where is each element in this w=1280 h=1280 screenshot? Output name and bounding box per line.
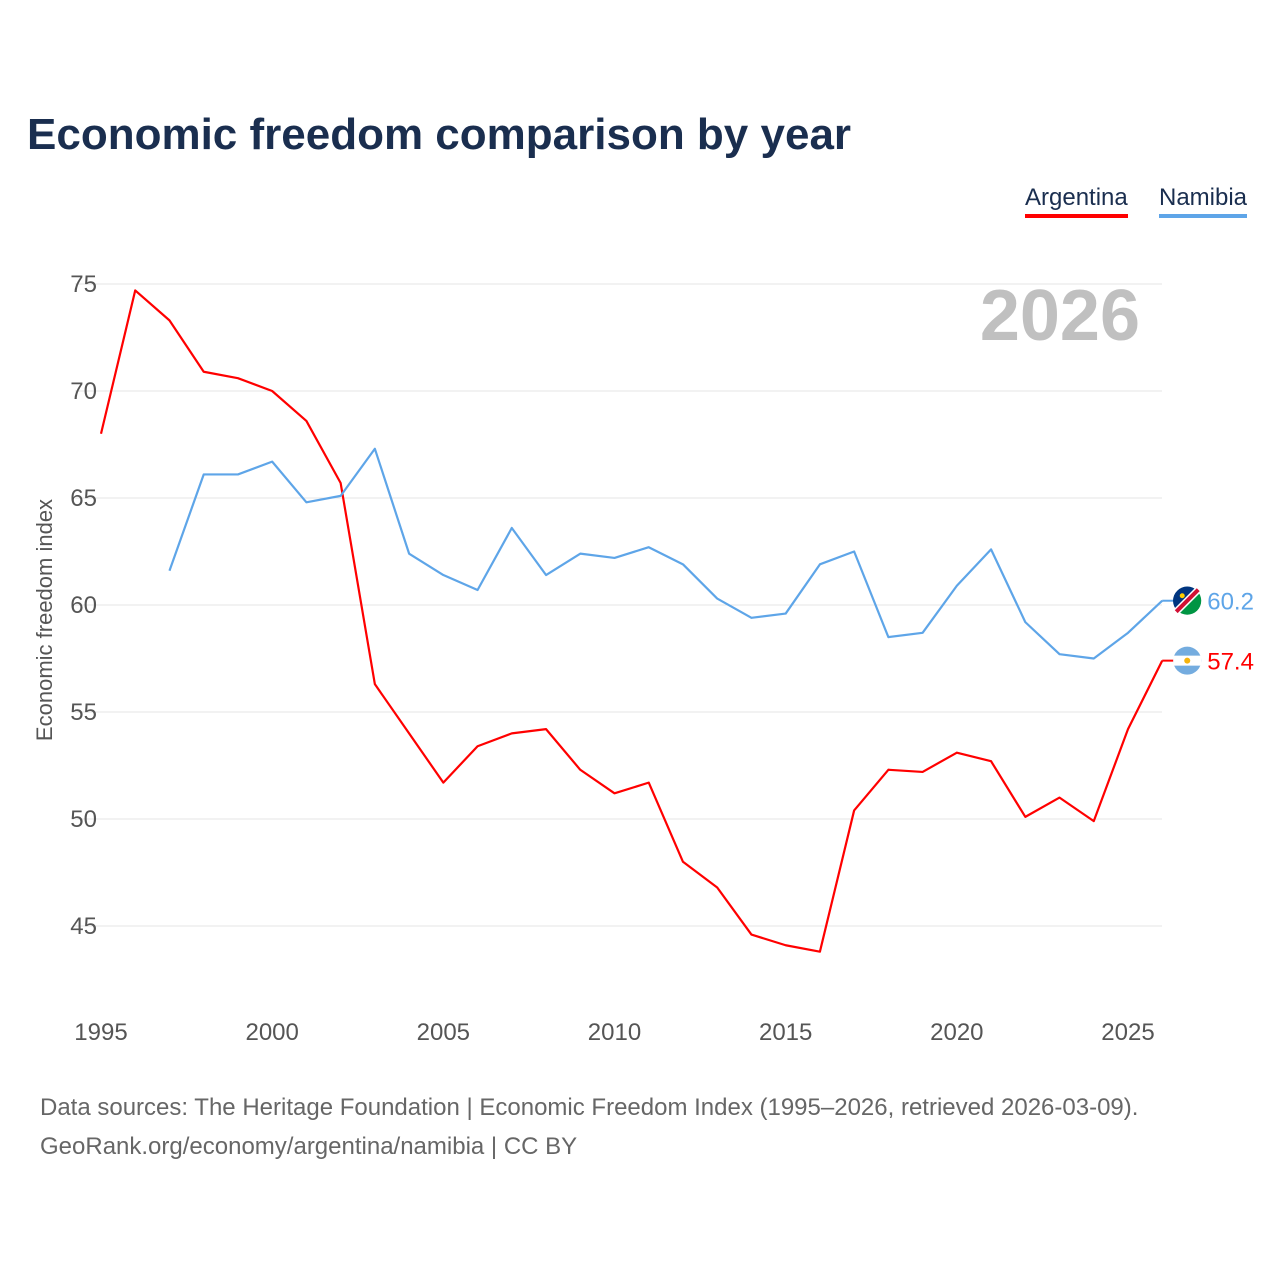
y-tick-label: 50 <box>70 806 97 833</box>
source-note: Data sources: The Heritage Foundation | … <box>40 1088 1138 1166</box>
x-tick-label: 2020 <box>930 1019 983 1046</box>
y-tick-label: 60 <box>70 592 97 619</box>
x-tick-label: 2010 <box>588 1019 641 1046</box>
legend-namibia[interactable]: Namibia <box>1159 184 1248 218</box>
source-line-1: Data sources: The Heritage Foundation | … <box>40 1094 1139 1121</box>
x-tick-label: 1995 <box>74 1019 127 1046</box>
argentina-flag-sun <box>1184 657 1191 664</box>
legend-argentina[interactable]: Argentina <box>1025 184 1128 218</box>
y-tick-label: 45 <box>70 913 97 940</box>
chart-title: Economic freedom comparison by year <box>27 110 852 159</box>
end-value-label: 60.2 <box>1207 589 1254 616</box>
y-tick-label: 70 <box>70 378 97 405</box>
series-line-namibia <box>168 447 1163 660</box>
x-tick-label: 2005 <box>417 1019 470 1046</box>
x-tick-label: 2015 <box>759 1019 812 1046</box>
year-label: 2026 <box>980 276 1140 356</box>
y-tick-label: 75 <box>70 271 97 298</box>
y-axis-label: Economic freedom index <box>32 499 57 741</box>
y-tick-label: 55 <box>70 699 97 726</box>
y-tick-label: 65 <box>70 485 97 512</box>
namibia-flag-red-band <box>1174 588 1200 614</box>
namibia-flag-sun <box>1179 593 1185 599</box>
end-value-label: 57.4 <box>1207 649 1254 676</box>
source-line-2: GeoRank.org/economy/argentina/namibia | … <box>40 1133 578 1160</box>
x-tick-label: 2000 <box>245 1019 298 1046</box>
series-line-argentina <box>99 289 1164 953</box>
x-tick-label: 2025 <box>1101 1019 1154 1046</box>
